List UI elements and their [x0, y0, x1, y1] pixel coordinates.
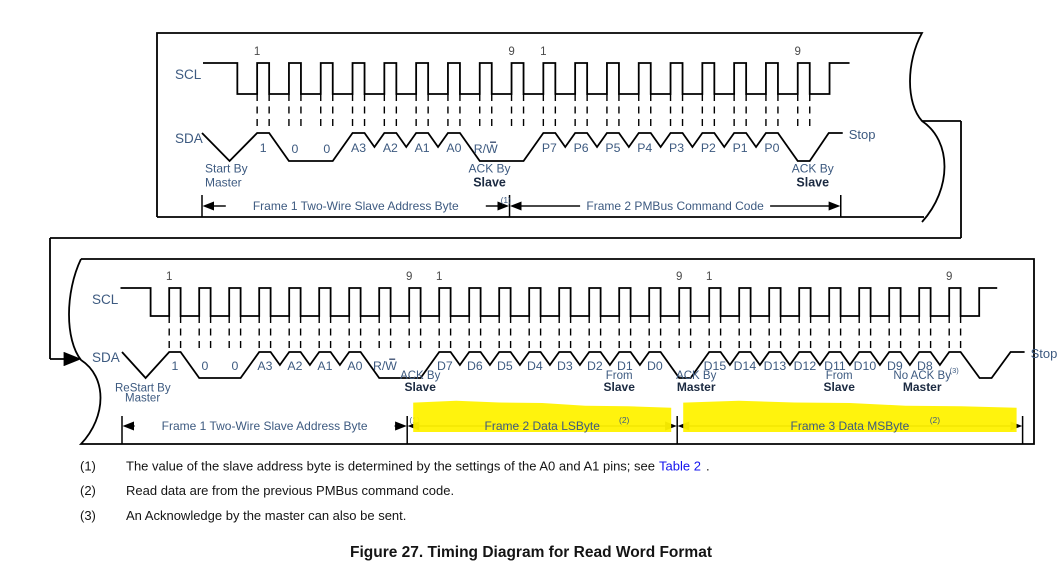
svg-text:Stop: Stop: [1031, 346, 1058, 361]
svg-text:A0: A0: [347, 359, 362, 373]
svg-text:.: .: [706, 459, 710, 474]
svg-text:1: 1: [166, 271, 172, 283]
svg-text:D14: D14: [734, 359, 757, 373]
svg-text:SDA: SDA: [92, 350, 120, 365]
svg-text:Master: Master: [677, 380, 716, 394]
svg-text:(2): (2): [619, 415, 630, 425]
svg-text:P1: P1: [733, 141, 748, 155]
svg-text:D10: D10: [854, 359, 877, 373]
svg-text:A1: A1: [317, 359, 332, 373]
svg-text:Start By: Start By: [205, 162, 248, 176]
svg-text:(1): (1): [501, 195, 512, 205]
svg-text:Frame 2 PMBus Command Code: Frame 2 PMBus Command Code: [586, 199, 764, 213]
svg-text:Frame 2 Data LSByte: Frame 2 Data LSByte: [485, 419, 601, 433]
svg-text:D13: D13: [764, 359, 787, 373]
svg-text:R/W: R/W: [373, 359, 397, 373]
svg-text:P3: P3: [669, 141, 684, 155]
svg-text:(3): (3): [80, 508, 96, 523]
svg-text:P7: P7: [542, 141, 557, 155]
svg-text:A1: A1: [415, 141, 430, 155]
svg-text:9: 9: [795, 46, 801, 58]
svg-text:Master: Master: [125, 392, 160, 404]
svg-text:P2: P2: [701, 141, 716, 155]
svg-text:A0: A0: [446, 141, 461, 155]
svg-text:1: 1: [436, 271, 442, 283]
svg-text:Slave: Slave: [405, 380, 437, 394]
svg-text:Master: Master: [903, 380, 942, 394]
svg-text:9: 9: [406, 271, 412, 283]
svg-text:D6: D6: [467, 359, 483, 373]
svg-text:SCL: SCL: [175, 67, 202, 82]
svg-text:Stop: Stop: [849, 127, 876, 142]
svg-text:The value of the slave address: The value of the slave address byte is d…: [126, 459, 655, 474]
svg-text:P0: P0: [764, 141, 779, 155]
svg-text:D5: D5: [497, 359, 513, 373]
svg-text:1: 1: [171, 359, 178, 373]
svg-text:0: 0: [201, 359, 208, 373]
svg-text:Frame 1 Two-Wire Slave Address: Frame 1 Two-Wire Slave Address Byte: [162, 419, 368, 433]
svg-text:SDA: SDA: [175, 131, 203, 146]
svg-text:Frame 1 Two-Wire Slave Address: Frame 1 Two-Wire Slave Address Byte: [253, 199, 459, 213]
svg-text:9: 9: [676, 271, 682, 283]
svg-text:An Acknowledge by the master c: An Acknowledge by the master can also be…: [126, 508, 406, 523]
svg-text:1: 1: [540, 46, 546, 58]
svg-text:Figure 27. Timing Diagram for: Figure 27. Timing Diagram for Read Word …: [350, 544, 712, 561]
svg-text:Frame 3 Data MSByte: Frame 3 Data MSByte: [791, 419, 910, 433]
svg-text:A3: A3: [257, 359, 272, 373]
svg-text:P5: P5: [605, 141, 620, 155]
svg-text:9: 9: [508, 46, 514, 58]
svg-text:1: 1: [706, 271, 712, 283]
svg-text:P6: P6: [574, 141, 589, 155]
svg-text:D2: D2: [587, 359, 603, 373]
svg-text:D12: D12: [794, 359, 817, 373]
svg-text:A2: A2: [287, 359, 302, 373]
svg-text:D3: D3: [557, 359, 573, 373]
svg-text:9: 9: [946, 271, 952, 283]
svg-text:1: 1: [260, 141, 267, 155]
svg-text:0: 0: [231, 359, 238, 373]
svg-text:Read data are from the previou: Read data are from the previous PMBus co…: [126, 483, 454, 498]
svg-text:ACK By: ACK By: [469, 162, 511, 176]
svg-text:(3): (3): [950, 366, 960, 375]
svg-text:SCL: SCL: [92, 292, 119, 307]
svg-text:A2: A2: [383, 141, 398, 155]
svg-text:(2): (2): [930, 415, 941, 425]
svg-text:Slave: Slave: [824, 380, 856, 394]
svg-text:(1): (1): [80, 459, 96, 474]
svg-text:Slave: Slave: [604, 380, 636, 394]
svg-text:Master: Master: [205, 176, 242, 190]
svg-text:R/W: R/W: [474, 142, 498, 156]
svg-text:A3: A3: [351, 141, 366, 155]
svg-text:D4: D4: [527, 359, 543, 373]
svg-text:P4: P4: [637, 141, 652, 155]
svg-text:0: 0: [323, 142, 330, 156]
svg-text:Slave: Slave: [796, 176, 829, 190]
svg-text:D0: D0: [647, 359, 663, 373]
svg-text:(2): (2): [80, 483, 96, 498]
svg-text:Table 2: Table 2: [659, 459, 701, 474]
svg-text:ACK By: ACK By: [792, 162, 834, 176]
svg-text:0: 0: [292, 142, 299, 156]
svg-text:1: 1: [254, 46, 260, 58]
svg-text:Slave: Slave: [473, 176, 506, 190]
